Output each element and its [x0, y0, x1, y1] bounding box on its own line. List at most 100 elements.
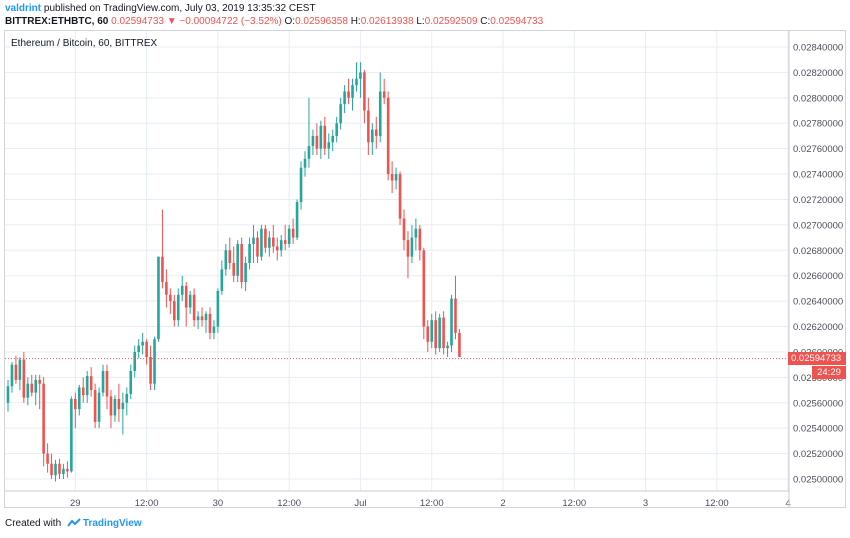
candle-body	[367, 110, 370, 143]
low-label: L:	[416, 16, 425, 27]
candle-body	[26, 383, 30, 398]
x-tick-label: 12:00	[562, 498, 586, 509]
candle-body	[184, 285, 188, 308]
candle-body	[204, 313, 208, 321]
candle-body	[422, 250, 426, 327]
candle-body	[74, 398, 77, 410]
candle-body	[10, 364, 14, 387]
candle-body	[129, 371, 133, 394]
y-tick-label: 0.02740000	[793, 170, 843, 181]
candle-body	[260, 228, 263, 257]
candle-body	[272, 237, 275, 247]
y-tick-label: 0.02820000	[793, 68, 843, 79]
candle-body	[287, 228, 291, 244]
candle-body	[323, 125, 327, 149]
candle-body	[244, 263, 247, 283]
candle-body	[200, 316, 204, 321]
candle-body	[232, 263, 236, 276]
candle-body	[402, 218, 406, 241]
x-tick-label: 12:00	[277, 498, 301, 509]
candle-body	[121, 402, 125, 410]
x-tick-label: 12:00	[135, 498, 159, 509]
candle-body	[363, 72, 366, 111]
candle-body	[303, 158, 307, 168]
candle-body	[371, 129, 374, 143]
candle-body	[406, 240, 410, 257]
candle-body	[291, 228, 295, 238]
candle-body	[299, 167, 303, 203]
candle-body	[161, 256, 164, 283]
x-tick-label: 4	[785, 498, 790, 509]
open-value: 0.02596358	[295, 16, 348, 27]
candle-body	[347, 91, 350, 98]
x-tick-label: 3	[643, 498, 648, 509]
chart-frame[interactable]	[4, 30, 846, 508]
candle-body	[117, 398, 121, 410]
candle-body	[188, 294, 192, 308]
low-value: 0.02592509	[424, 16, 478, 27]
candle-body	[192, 294, 196, 321]
candle-body	[125, 393, 129, 403]
close-value: 0.02594733	[490, 16, 544, 27]
y-tick-label: 0.02680000	[793, 246, 843, 257]
candle-body	[446, 345, 449, 349]
candle-body	[38, 379, 41, 384]
candle-body	[295, 202, 299, 238]
open-label: O:	[284, 16, 296, 27]
candle-body	[157, 256, 160, 340]
tradingview-brand-link[interactable]: TradingView	[82, 518, 142, 529]
candle-body	[430, 320, 434, 342]
candle-body	[283, 240, 287, 244]
candle-body	[228, 250, 232, 263]
candle-body	[58, 463, 61, 474]
price-change: ▼ −0.00094722 (−3.52%)	[166, 16, 282, 27]
candle-body	[359, 72, 362, 79]
candle-body	[339, 104, 342, 124]
candle-body	[105, 371, 109, 397]
chart-legend: Ethereum / Bitcoin, 60, BITTREX	[11, 38, 158, 49]
tradingview-logo-icon	[67, 518, 81, 527]
candle-body	[133, 351, 137, 371]
candle-body	[458, 332, 461, 358]
candle-body	[438, 317, 441, 349]
candle-body	[275, 246, 279, 251]
candle-body	[62, 468, 65, 474]
candle-body	[196, 316, 200, 321]
candle-body	[335, 123, 338, 136]
candle-body	[22, 359, 26, 398]
candle-body	[46, 453, 49, 464]
candle-body	[14, 364, 18, 380]
candle-body	[252, 237, 255, 244]
y-tick-label: 0.02840000	[793, 43, 843, 54]
publication-info: published on TradingView.com, July 03, 2…	[41, 3, 316, 14]
candle-body	[89, 376, 93, 391]
candle-body	[165, 282, 168, 295]
x-tick-label: 12:00	[705, 498, 729, 509]
candle-body	[343, 91, 346, 105]
candle-body	[34, 379, 38, 393]
candle-body	[93, 390, 97, 422]
candle-body	[307, 146, 311, 159]
author-link[interactable]: valdrint	[5, 3, 42, 14]
candle-body	[66, 468, 69, 472]
candle-body	[374, 129, 378, 136]
last-price-badge: 0.02594733	[788, 351, 846, 365]
x-tick-label: 29	[70, 498, 81, 509]
candle-body	[85, 376, 89, 396]
candle-body	[394, 174, 398, 181]
candle-body	[180, 285, 184, 295]
candle-body	[77, 387, 81, 410]
candle-body	[331, 135, 335, 143]
candle-body	[454, 298, 457, 333]
candle-body	[398, 174, 402, 219]
candle-body	[176, 294, 180, 321]
candle-body	[418, 228, 422, 251]
candle-body	[18, 359, 22, 380]
y-tick-label: 0.02560000	[793, 398, 843, 409]
candle-body	[113, 398, 117, 416]
candle-body	[50, 463, 53, 476]
y-tick-label: 0.02760000	[793, 144, 843, 155]
candle-body	[153, 339, 156, 384]
candle-body	[6, 386, 10, 403]
